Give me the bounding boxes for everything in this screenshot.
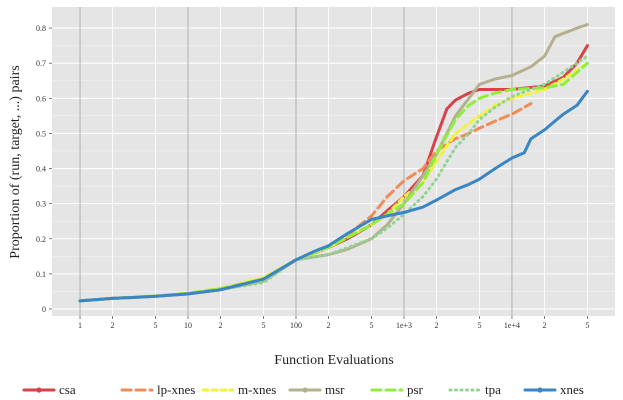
x-tick-label: 5 — [477, 321, 481, 330]
y-tick-label: 0.6 — [36, 94, 46, 103]
y-tick-label: 0.1 — [36, 270, 46, 279]
x-tick-label: 2 — [219, 321, 223, 330]
x-tick-label: 1 — [78, 321, 82, 330]
series-line-xnes — [78, 89, 589, 303]
legend-label-msr: msr — [325, 382, 345, 397]
y-tick-label: 0 — [42, 305, 46, 314]
legend-label-m-xnes: m-xnes — [238, 382, 276, 397]
legend-label-tpa: tpa — [485, 382, 501, 397]
x-tick-label: 2 — [327, 321, 331, 330]
x-tick-label: 5 — [369, 321, 373, 330]
x-axis: 1 2 5 10 2 5 100 2 5 1e+3 2 5 1e+4 2 5 — [78, 316, 589, 330]
plot-panel — [52, 7, 615, 316]
x-tick-label: 2 — [542, 321, 546, 330]
legend-label-xnes: xnes — [560, 382, 584, 397]
x-tick-label: 5 — [261, 321, 265, 330]
legend-marker-xnes — [537, 387, 543, 393]
grid — [52, 7, 615, 316]
legend-label-csa: csa — [59, 382, 76, 397]
legend-label-psr: psr — [407, 382, 424, 397]
y-axis: 0 0.1 0.2 0.3 0.4 0.5 0.6 0.7 0.8 — [36, 24, 52, 314]
y-tick-label: 0.7 — [36, 59, 46, 68]
legend-label-lp-xnes: lp-xnes — [157, 382, 195, 397]
x-axis-title: Function Evaluations — [274, 353, 393, 368]
x-tick-label: 1e+4 — [504, 321, 520, 330]
x-tick-label: 2 — [111, 321, 115, 330]
series-line-tpa — [78, 54, 589, 303]
x-tick-label: 1e+3 — [396, 321, 412, 330]
x-tick-label: 10 — [184, 321, 192, 330]
x-tick-label: 2 — [434, 321, 438, 330]
x-tick-label: 100 — [290, 321, 302, 330]
x-tick-label: 5 — [585, 321, 589, 330]
y-axis-title: Proportion of (run, target, ...) pairs — [8, 65, 23, 258]
y-tick-label: 0.8 — [36, 24, 46, 33]
y-tick-label: 0.4 — [36, 165, 46, 174]
legend-marker-msr — [302, 387, 308, 393]
legend: csa lp-xnes m-xnes msr psr tpa xnes — [22, 382, 584, 397]
y-tick-label: 0.5 — [36, 129, 46, 138]
x-tick-label: 5 — [154, 321, 158, 330]
series-group — [78, 23, 589, 303]
legend-marker-csa — [36, 387, 42, 393]
y-tick-label: 0.3 — [36, 200, 46, 209]
y-tick-label: 0.2 — [36, 235, 46, 244]
